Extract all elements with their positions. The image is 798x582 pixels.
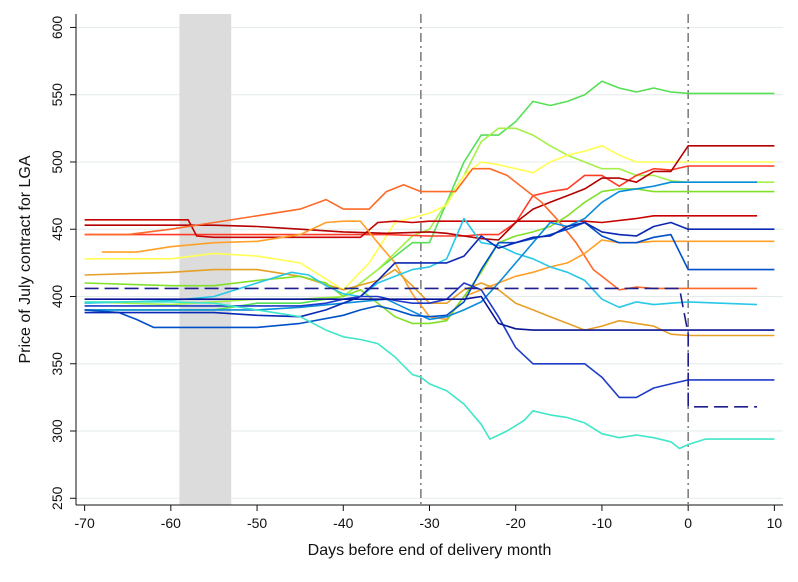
series-line-15: [84, 295, 775, 331]
series-line-12: [84, 221, 775, 329]
y-tick-label-0: 250: [49, 486, 65, 510]
x-tick-label-7: 0: [684, 515, 692, 531]
series-line-13: [84, 221, 775, 318]
x-axis-title: Days before end of delivery month: [308, 542, 552, 559]
x-tick-label-3: -40: [333, 515, 353, 531]
x-tick-label-2: -50: [247, 515, 267, 531]
series-line-16: [84, 301, 775, 450]
series-line-2: [84, 145, 775, 291]
y-axis-title: Price of July contract for LGA: [17, 155, 34, 363]
series-line-10: [84, 217, 758, 309]
series-line-5: [84, 145, 775, 241]
x-tick-label-6: -10: [592, 515, 612, 531]
y-tick-label-5: 500: [49, 150, 65, 174]
x-axis-ticks: -70 -60 -50 -40 -30 -20 -10 0 10: [75, 505, 783, 531]
series-line-0: [84, 80, 775, 311]
x-tick-label-5: -20: [506, 515, 526, 531]
vertical-reference-lines: [420, 14, 689, 505]
shaded-region: [179, 14, 232, 505]
y-tick-label-1: 300: [49, 419, 65, 443]
x-tick-label-8: 10: [767, 515, 783, 531]
y-tick-label-4: 450: [49, 217, 65, 241]
y-tick-label-7: 600: [49, 16, 65, 40]
series-line-4: [84, 215, 758, 239]
series-line-17: [84, 287, 758, 408]
series-line-11: [84, 181, 758, 321]
x-tick-label-4: -30: [419, 515, 439, 531]
y-axis-ticks: 250 300 350 400 450 500 550 600: [49, 16, 76, 510]
y-tick-label-2: 350: [49, 352, 65, 376]
y-tick-label-6: 550: [49, 83, 65, 107]
x-tick-label-1: -60: [161, 515, 181, 531]
series-line-14: [84, 282, 775, 399]
y-tick-label-3: 400: [49, 285, 65, 309]
series-line-3: [84, 165, 775, 237]
series-lines: [84, 80, 775, 450]
shaded-period: [179, 14, 232, 505]
x-tick-label-0: -70: [75, 515, 95, 531]
